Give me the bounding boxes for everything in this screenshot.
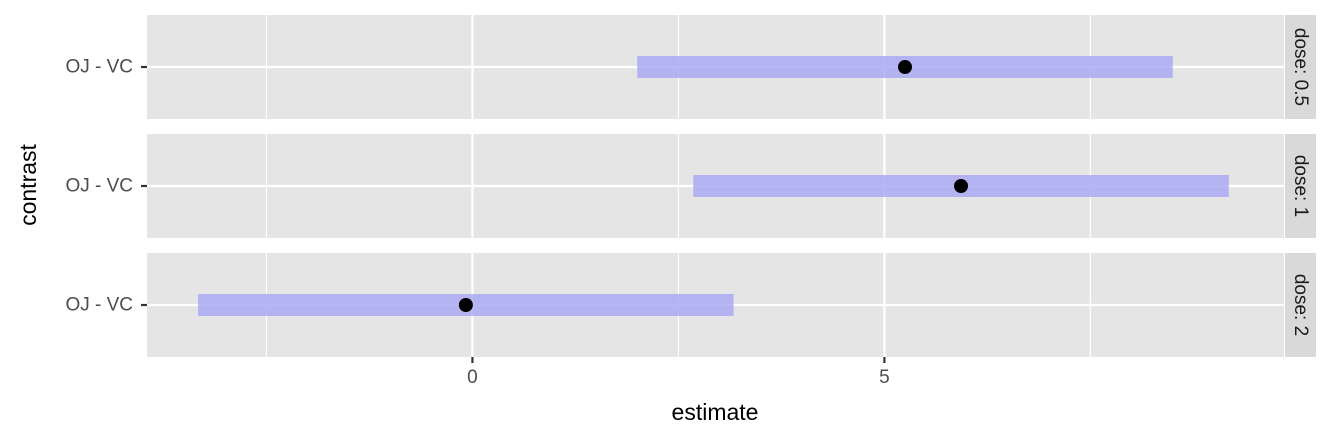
facet-strip-label: dose: 0.5 [1290,28,1311,106]
facet-strip [1285,134,1316,238]
facet-panel: dose: 1 OJ - VC [65,134,1316,238]
facet-strip [1285,253,1316,357]
y-tick-label: OJ - VC [65,176,133,197]
estimate-point [458,298,473,312]
x-axis-title: estimate [672,399,759,425]
facet-panel: dose: 0.5 OJ - VC [65,15,1316,119]
facet-strip-label: dose: 2 [1290,274,1311,336]
x-tick-label: 5 [879,367,890,388]
y-tick-label: OJ - VC [65,57,133,78]
estimate-point [898,60,912,74]
y-axis-title: contrast [15,143,41,225]
x-tick-label: 0 [467,367,478,388]
facet-strip [1285,15,1316,119]
y-tick-label: OJ - VC [65,295,133,316]
facet-strip-label: dose: 1 [1290,155,1311,217]
facet-panel: dose: 2 OJ - VC [65,253,1316,357]
panels: dose: 0.5 OJ - VC dose: 1 OJ - VC dose: 2 OJ … [65,15,1316,357]
estimate-point [954,179,969,193]
